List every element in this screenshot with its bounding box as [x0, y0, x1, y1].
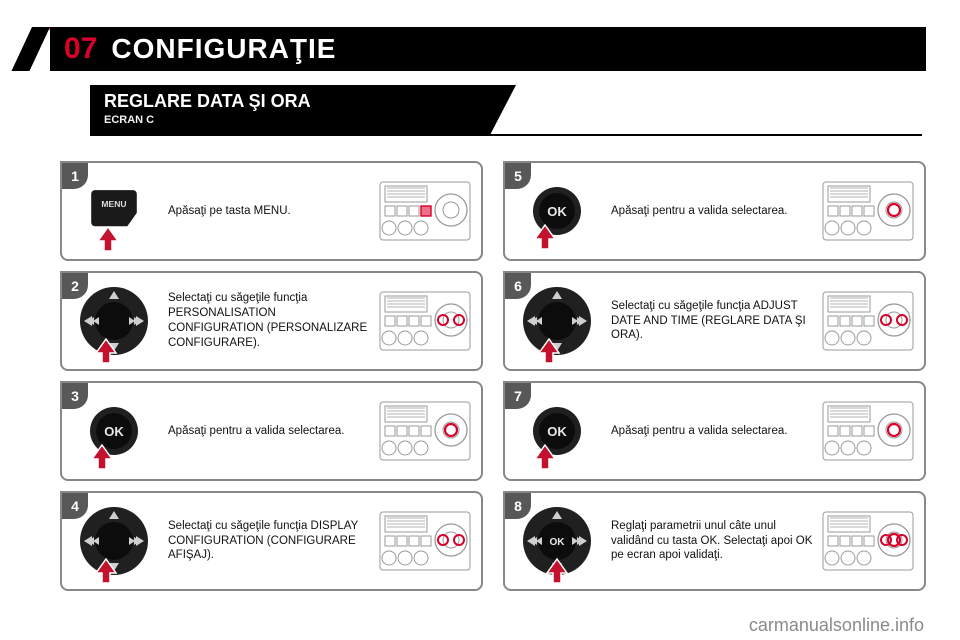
- step-description: Selectaţi cu săgeţile funcţia ADJUST DAT…: [605, 299, 822, 344]
- steps-col-left: 1 Apăsaţi pe tasta MENU. 2 Selectaţi cu …: [60, 161, 483, 591]
- step-card: 6 Selectaţi cu săgeţile funcţia ADJUST D…: [503, 271, 926, 371]
- step-description: Apăsaţi pe tasta MENU.: [162, 204, 379, 219]
- manual-page: 07 CONFIGURAŢIE REGLARE DATA ŞI ORA ECRA…: [0, 0, 960, 640]
- subheader-screen: ECRAN C: [104, 114, 476, 126]
- section-number: 07: [64, 32, 97, 66]
- steps-col-right: 5 Apăsaţi pentru a valida selectarea. 6 …: [503, 161, 926, 591]
- step-card: 7 Apăsaţi pentru a valida selectarea.: [503, 381, 926, 481]
- control-illustration: [509, 393, 605, 469]
- radio-thumbnail: [822, 176, 914, 246]
- radio-thumbnail: [822, 396, 914, 466]
- steps-columns: 1 Apăsaţi pe tasta MENU. 2 Selectaţi cu …: [60, 161, 926, 591]
- control-illustration: [509, 283, 605, 359]
- section-title: CONFIGURAŢIE: [111, 33, 336, 65]
- watermark: carmanualsonline.info: [749, 615, 924, 636]
- control-illustration: OK: [509, 503, 605, 579]
- section-header: 07 CONFIGURAŢIE: [50, 27, 926, 71]
- svg-text:OK: OK: [550, 537, 566, 548]
- step-card: 8 OK Reglaţi parametrii unul câte unul v…: [503, 491, 926, 591]
- step-description: Apăsaţi pentru a valida selectarea.: [605, 204, 822, 219]
- step-description: Apăsaţi pentru a valida selectarea.: [605, 424, 822, 439]
- subheader-box: REGLARE DATA ŞI ORA ECRAN C: [90, 85, 490, 135]
- radio-thumbnail: [379, 506, 471, 576]
- step-description: Reglaţi parametrii unul câte unul validâ…: [605, 519, 822, 564]
- subheader: REGLARE DATA ŞI ORA ECRAN C: [90, 85, 926, 145]
- radio-thumbnail: [822, 506, 914, 576]
- step-description: Selectaţi cu săgeţile funcţia DISPLAY CO…: [162, 519, 379, 564]
- control-illustration: [66, 283, 162, 359]
- radio-thumbnail: [822, 286, 914, 356]
- step-card: 5 Apăsaţi pentru a valida selectarea.: [503, 161, 926, 261]
- step-card: 3 Apăsaţi pentru a valida selectarea.: [60, 381, 483, 481]
- control-illustration: [66, 393, 162, 469]
- radio-thumbnail: [379, 396, 471, 466]
- radio-thumbnail: [379, 286, 471, 356]
- header-black-bar: 07 CONFIGURAŢIE: [50, 27, 926, 71]
- step-description: Apăsaţi pentru a valida selectarea.: [162, 424, 379, 439]
- step-card: 4 Selectaţi cu săgeţile funcţia DISPLAY …: [60, 491, 483, 591]
- step-card: 1 Apăsaţi pe tasta MENU.: [60, 161, 483, 261]
- control-illustration: [66, 503, 162, 579]
- step-description: Selectaţi cu săgeţile funcţia PERSONALIS…: [162, 291, 379, 351]
- radio-thumbnail: [379, 176, 471, 246]
- control-illustration: [66, 173, 162, 249]
- step-card: 2 Selectaţi cu săgeţile funcţia PERSONAL…: [60, 271, 483, 371]
- control-illustration: [509, 173, 605, 249]
- subheader-title: REGLARE DATA ŞI ORA: [104, 91, 476, 112]
- subheader-rule: [90, 134, 922, 136]
